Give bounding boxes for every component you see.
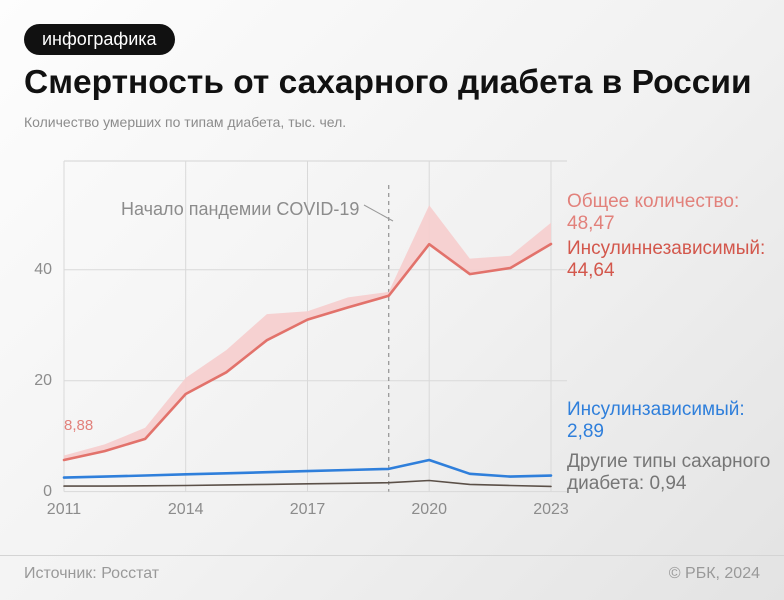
svg-text:2011: 2011 [47,501,82,518]
svg-text:2020: 2020 [411,501,447,518]
svg-text:40: 40 [34,261,52,278]
svg-text:20: 20 [34,372,52,389]
svg-text:2014: 2014 [168,501,204,518]
svg-text:8,88: 8,88 [64,417,93,434]
svg-text:0: 0 [43,483,52,500]
svg-text:2017: 2017 [290,501,326,518]
svg-text:2023: 2023 [533,501,569,518]
